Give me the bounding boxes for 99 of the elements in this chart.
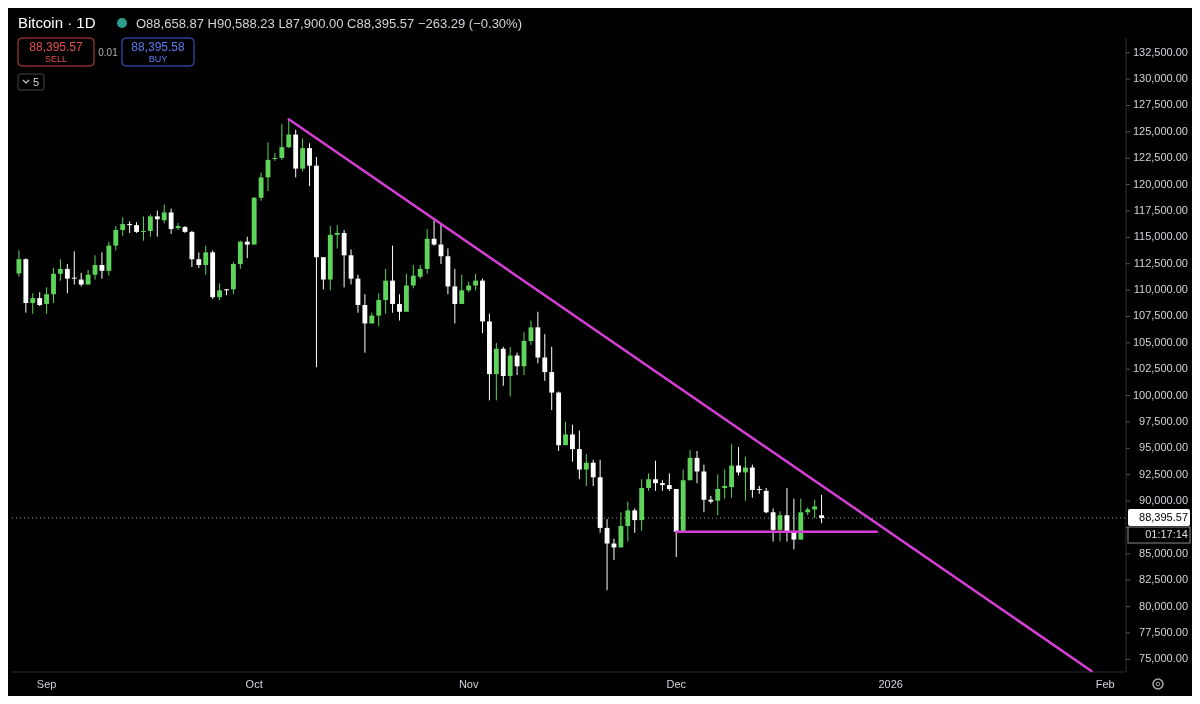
- candlestick: [763, 487, 769, 514]
- annotation: BUY: [148, 54, 168, 64]
- candlestick: [44, 286, 50, 315]
- candlestick: [237, 240, 243, 270]
- y-tick-label: 97,500.00: [1139, 414, 1188, 427]
- x-tick-label: 2026: [878, 678, 903, 690]
- candlestick: [397, 293, 402, 321]
- annotation: 5: [32, 76, 40, 88]
- candlestick: [687, 449, 693, 481]
- x-tick-label: Nov: [458, 678, 479, 690]
- candlestick: [549, 346, 555, 411]
- x-tick-label: Sep: [36, 678, 57, 690]
- candlestick: [459, 274, 465, 305]
- candlestick: [64, 263, 70, 294]
- candlestick: [120, 216, 126, 237]
- candlestick: [376, 292, 382, 327]
- candlestick: [618, 511, 624, 548]
- candlestick: [203, 245, 209, 276]
- candlestick: [258, 172, 264, 202]
- x-tick-label: Oct: [245, 678, 263, 690]
- candlestick: [791, 498, 797, 550]
- candlestick: [736, 446, 741, 476]
- sell-button: 88,395.57 SELL: [17, 37, 95, 67]
- y-tick-label: 77,500.00: [1139, 625, 1188, 638]
- y-tick-label: 85,000.00: [1139, 546, 1188, 559]
- candlestick: [71, 250, 77, 286]
- y-tick-label: 132,500.00: [1132, 45, 1188, 58]
- candlestick: [334, 224, 340, 249]
- candlestick: [410, 264, 416, 289]
- candlestick: [300, 137, 306, 173]
- y-tick-label: 117,500.00: [1133, 203, 1188, 216]
- y-tick-label: 107,500.00: [1132, 309, 1188, 322]
- candlestick: [542, 333, 548, 382]
- y-tick-label: 112,500.00: [1133, 256, 1188, 269]
- chart-title: Bitcoin · 1D: [18, 14, 96, 31]
- candlestick: [30, 292, 36, 315]
- candlestick: [161, 204, 167, 224]
- buy-button: 88,395.58 BUY: [121, 37, 195, 67]
- candlestick: [653, 460, 658, 492]
- candlestick: [341, 229, 347, 288]
- x-tick-label: Feb: [1095, 678, 1115, 690]
- candlestick: [16, 249, 22, 278]
- candlestick: [452, 268, 458, 324]
- candlestick: [507, 346, 513, 397]
- ref-line-label: 88,395.57: [1139, 510, 1188, 523]
- candlestick: [576, 430, 582, 480]
- candlestick: [113, 225, 119, 251]
- candlestick: [279, 123, 285, 161]
- candlestick: [570, 424, 575, 463]
- annotation: 88,395.58: [131, 40, 186, 54]
- annotation: SELL: [44, 54, 68, 64]
- candlestick: [141, 215, 146, 242]
- candlestick: [583, 453, 589, 487]
- candlestick: [749, 464, 755, 499]
- candlestick: [770, 507, 776, 543]
- annotation: 0.01: [98, 47, 119, 58]
- y-tick-label: 105,000.00: [1132, 335, 1188, 348]
- candlestick: [383, 268, 389, 315]
- y-tick-label: 120,000.00: [1132, 177, 1188, 190]
- candlestick: [715, 473, 721, 516]
- y-tick-label: 102,500.00: [1132, 362, 1188, 375]
- y-tick-label: 127,500.00: [1132, 98, 1188, 111]
- y-tick-label: 90,000.00: [1139, 494, 1188, 507]
- candlestick: [58, 258, 63, 282]
- candlestick: [390, 245, 395, 314]
- y-tick-label: 92,500.00: [1139, 467, 1188, 480]
- chart-subtitle: O88,658.87 H90,588.23 L87,900.00 C88,395.57 −263.29 (−0.30%): [136, 16, 522, 31]
- y-tick-label: 110,000.00: [1133, 283, 1188, 296]
- candlestick: [625, 501, 631, 543]
- candlestick: [812, 499, 818, 519]
- candlestick: [286, 118, 292, 149]
- candlestick: [244, 236, 250, 259]
- candlestick: [51, 267, 56, 304]
- candlestick: [722, 468, 728, 500]
- y-tick-label: 125,000.00: [1132, 124, 1188, 137]
- y-tick-label: 130,000.00: [1132, 72, 1188, 85]
- y-tick-label: 75,000.00: [1139, 652, 1188, 665]
- y-tick-label: 122,500.00: [1132, 151, 1188, 164]
- y-tick-label: 95,000.00: [1139, 441, 1188, 454]
- y-tick-label: 82,500.00: [1139, 573, 1188, 586]
- y-tick-label: 80,000.00: [1139, 599, 1188, 612]
- candlestick: [168, 208, 174, 235]
- candlestick: [127, 220, 133, 234]
- text: 01:17:14: [1145, 527, 1188, 540]
- candlestick: [147, 213, 153, 238]
- y-tick-label: 100,000.00: [1132, 388, 1188, 401]
- candlestick: [362, 293, 368, 354]
- candlestick: [632, 507, 638, 534]
- candlestick: [514, 352, 520, 376]
- y-tick-label: 115,000.00: [1133, 230, 1188, 243]
- candlestick: [590, 459, 596, 487]
- x-tick-label: Dec: [666, 678, 687, 690]
- candlestick: [307, 142, 312, 187]
- candlestick: [729, 443, 735, 499]
- annotation: 88,395.57: [29, 40, 84, 54]
- candlestick: [154, 209, 160, 238]
- candlestick: [819, 494, 824, 524]
- dropdown-toggle: 5: [17, 73, 45, 91]
- candlestick: [320, 256, 326, 290]
